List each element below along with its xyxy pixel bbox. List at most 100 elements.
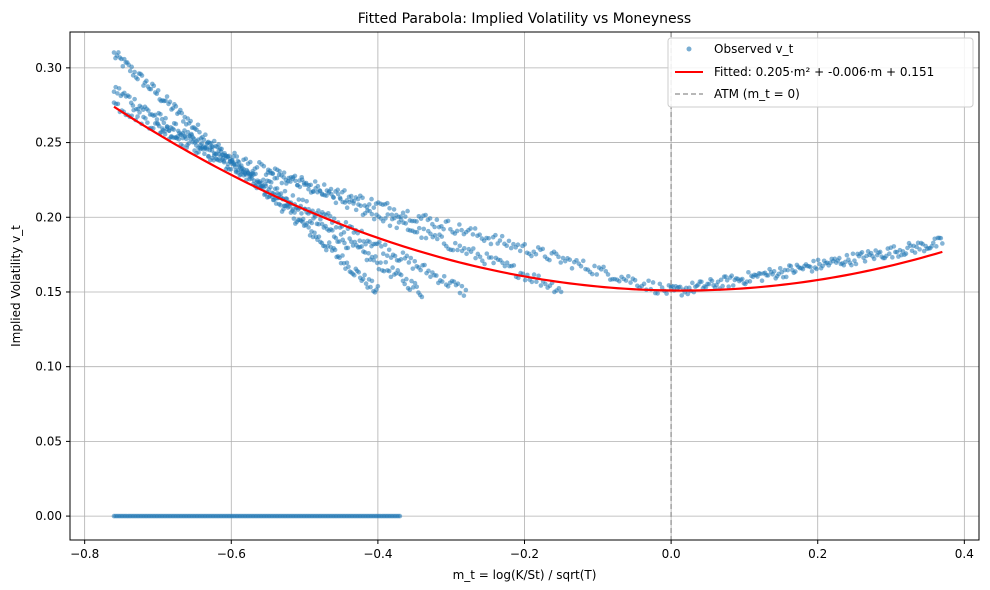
observed-point	[132, 69, 137, 75]
observed-point	[646, 278, 651, 284]
observed-point	[820, 263, 825, 269]
observed-point	[144, 78, 149, 84]
observed-point	[319, 221, 325, 227]
observed-point	[706, 281, 712, 287]
legend-box	[667, 37, 974, 108]
observed-point	[326, 190, 332, 195]
observed-point	[404, 276, 409, 282]
observed-point	[292, 173, 298, 179]
observed-point	[195, 137, 201, 142]
observed-point	[333, 200, 339, 206]
observed-point	[131, 107, 136, 113]
observed-point	[358, 203, 363, 209]
observed-point	[189, 132, 195, 138]
observed-point	[664, 291, 669, 296]
observed-point	[344, 205, 350, 210]
observed-point	[137, 110, 142, 115]
observed-point	[318, 217, 323, 222]
observed-point	[685, 291, 691, 297]
observed-point	[484, 251, 490, 256]
x-tick-label: 0.0	[662, 547, 681, 561]
observed-point	[421, 226, 427, 232]
observed-point	[623, 278, 629, 283]
observed-point	[500, 260, 505, 266]
observed-point	[724, 277, 730, 283]
observed-point	[221, 159, 227, 165]
observed-point	[173, 121, 179, 127]
observed-point	[720, 283, 725, 289]
observed-point	[394, 225, 400, 231]
observed-point	[468, 226, 473, 231]
observed-point	[299, 174, 305, 180]
observed-point	[463, 287, 469, 293]
observed-point	[397, 513, 403, 519]
observed-point	[543, 281, 548, 287]
observed-point	[890, 255, 895, 260]
observed-point	[405, 208, 410, 214]
observed-point	[445, 218, 451, 224]
observed-point	[891, 244, 897, 249]
observed-point	[154, 117, 160, 122]
observed-point	[202, 146, 208, 151]
observed-point	[400, 210, 406, 216]
observed-point	[877, 249, 883, 255]
observed-point	[930, 240, 936, 246]
observed-point	[360, 195, 365, 201]
observed-point	[316, 221, 321, 227]
observed-point	[374, 260, 380, 266]
observed-point	[261, 177, 266, 183]
observed-point	[228, 166, 234, 172]
observed-point	[146, 108, 151, 113]
observed-point	[428, 274, 433, 280]
observed-point	[135, 114, 140, 119]
observed-point	[594, 272, 600, 277]
observed-point	[259, 181, 264, 186]
observed-point	[423, 235, 429, 241]
observed-point	[383, 216, 388, 221]
observed-point	[239, 169, 245, 174]
observed-point	[459, 227, 464, 233]
observed-point	[328, 186, 334, 192]
observed-point	[120, 63, 126, 69]
observed-point	[350, 243, 356, 248]
observed-point	[368, 284, 373, 290]
observed-point	[388, 274, 394, 280]
observed-point	[306, 225, 311, 230]
observed-point	[340, 253, 345, 258]
observed-point	[650, 280, 656, 285]
observed-point	[169, 134, 174, 139]
observed-point	[837, 255, 842, 261]
observed-point	[427, 216, 433, 221]
observed-point	[454, 228, 460, 234]
observed-point	[387, 205, 392, 211]
observed-point	[290, 206, 296, 212]
observed-point	[330, 194, 336, 200]
observed-point	[344, 260, 350, 266]
observed-point	[441, 226, 446, 232]
observed-point	[309, 220, 315, 226]
fitted-parabola-line	[113, 105, 943, 292]
observed-point	[315, 183, 321, 189]
observed-point	[268, 180, 274, 185]
observed-point	[296, 197, 302, 202]
observed-point	[164, 94, 170, 99]
observed-point	[155, 88, 161, 93]
observed-point	[589, 271, 595, 277]
observed-point	[290, 193, 296, 198]
observed-point	[371, 216, 377, 222]
observed-point	[730, 283, 736, 288]
observed-point	[690, 280, 695, 286]
observed-point	[351, 201, 356, 206]
observed-point	[759, 278, 765, 283]
y-tick-label: 0.10	[35, 360, 62, 374]
observed-point	[346, 264, 351, 270]
observed-point	[461, 293, 467, 298]
observed-point	[332, 247, 338, 253]
observed-point	[291, 216, 297, 221]
observed-point	[434, 273, 439, 278]
observed-point	[502, 263, 508, 269]
observed-point	[390, 265, 395, 270]
observed-point	[317, 188, 323, 193]
observed-point	[331, 216, 337, 221]
observed-point	[659, 285, 665, 290]
